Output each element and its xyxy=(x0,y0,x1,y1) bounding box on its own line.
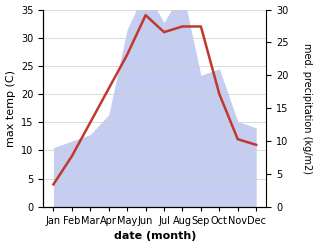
Y-axis label: med. precipitation (kg/m2): med. precipitation (kg/m2) xyxy=(302,43,313,174)
X-axis label: date (month): date (month) xyxy=(114,231,196,242)
Y-axis label: max temp (C): max temp (C) xyxy=(5,70,16,147)
